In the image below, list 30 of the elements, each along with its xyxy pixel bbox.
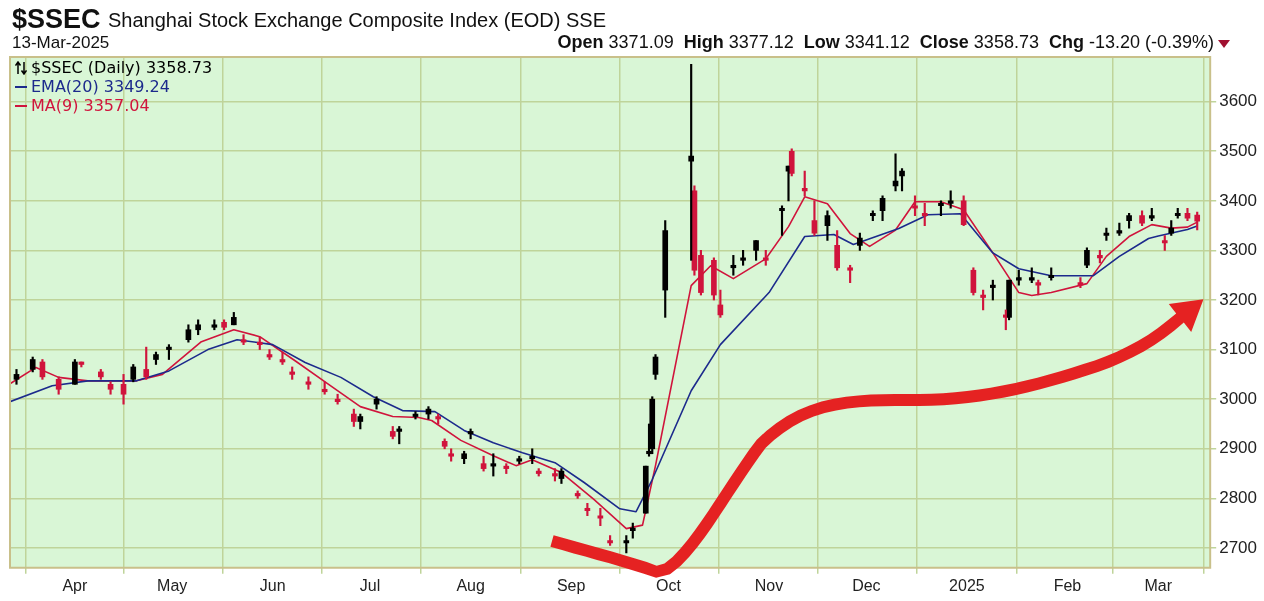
x-tick-label: Apr [62, 576, 88, 594]
text: Open 3371.09 High 3377.12 Low 3341.12 Close 3358.73 Chg -13.20 (-0.39%) [557, 32, 1214, 52]
candlestick [642, 465, 649, 514]
x-tick-label: Feb [1053, 576, 1082, 594]
x-tick-label: 2025 [949, 576, 985, 594]
legend-label: $SSEC (Daily) 3358.73 [31, 58, 213, 78]
x-tick-label: Aug [456, 576, 485, 594]
y-tick-label: 2900 [1219, 438, 1258, 458]
y-tick-label: 3200 [1219, 289, 1258, 309]
x-tick-label: May [157, 576, 188, 594]
text: 13-Mar-2025 [12, 33, 110, 53]
x-tick-label: Jul [359, 576, 381, 594]
chart-subtitle: Shanghai Stock Exchange Composite Index (EOD) SSE [108, 9, 607, 32]
x-tick-label: Jun [259, 576, 286, 594]
y-tick-label: 2700 [1219, 537, 1258, 557]
y-tick-label: 3500 [1219, 140, 1258, 160]
x-tick-label: Sep [556, 576, 586, 594]
x-tick-label: Oct [656, 576, 682, 594]
x-tick-label: Nov [754, 576, 784, 594]
x-tick-label: Dec [852, 576, 881, 594]
x-tick-label: Mar [1144, 576, 1173, 594]
y-tick-label: 3100 [1219, 339, 1258, 359]
y-tick-label: 3000 [1219, 388, 1258, 408]
legend-label: MA(9) 3357.04 [31, 96, 150, 116]
chart-title: $SSEC [12, 4, 101, 35]
y-tick-label: 3400 [1219, 190, 1258, 210]
legend-label: EMA(20) 3349.24 [31, 77, 170, 97]
y-tick-label: 3300 [1219, 240, 1258, 260]
y-tick-label: 3600 [1219, 91, 1258, 111]
y-tick-label: 2800 [1219, 488, 1258, 508]
